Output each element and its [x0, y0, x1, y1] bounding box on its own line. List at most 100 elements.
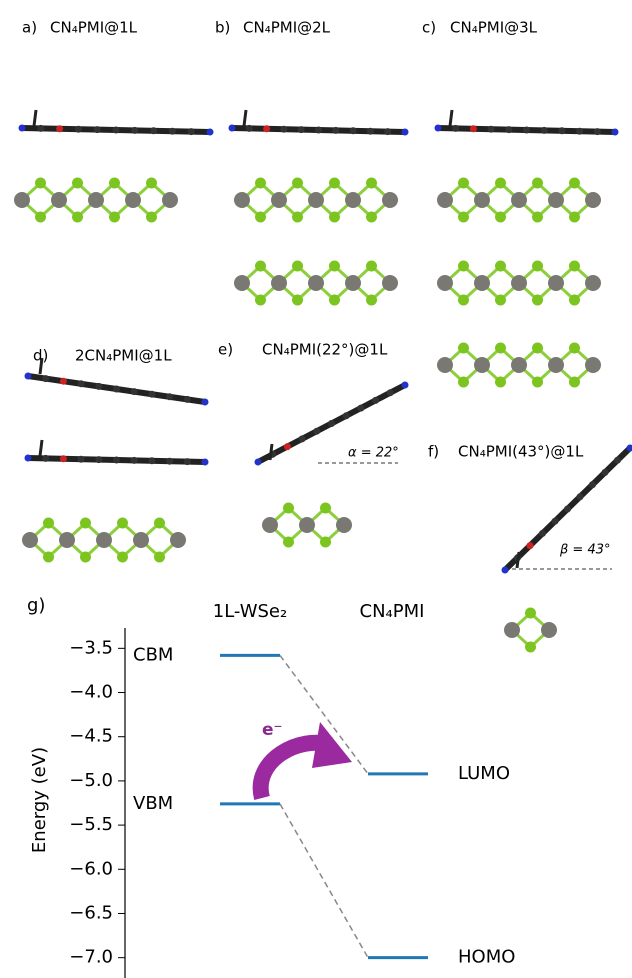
atom [523, 127, 530, 134]
atom [75, 126, 82, 133]
y-tick-label: −6.0 [69, 858, 113, 879]
panel-letter: b) [215, 19, 230, 37]
atom [387, 389, 394, 396]
w-atom [474, 357, 490, 373]
w-atom [474, 275, 490, 291]
level-label: LUMO [458, 763, 510, 784]
se-atom [320, 503, 331, 514]
se-atom [532, 343, 543, 354]
molecule [450, 110, 452, 126]
w-atom [336, 517, 352, 533]
se-atom [569, 343, 580, 354]
se-atom [292, 212, 303, 223]
y-tick-label: −7.0 [69, 947, 113, 968]
atom [148, 457, 155, 464]
se-atom [569, 377, 580, 388]
w-atom [474, 192, 490, 208]
se-atom [43, 552, 54, 563]
w-atom [88, 192, 104, 208]
se-atom [109, 212, 120, 223]
molecule [517, 552, 519, 568]
panel-letter: a) [22, 19, 37, 37]
w-atom [51, 192, 67, 208]
atom [332, 127, 339, 134]
se-atom [329, 295, 340, 306]
w-atom [170, 532, 186, 548]
molecule [34, 110, 36, 126]
column-header: 1L-WSe₂ [213, 601, 287, 622]
atom [56, 125, 63, 132]
w-atom [382, 275, 398, 291]
w-atom [271, 192, 287, 208]
atom [78, 456, 85, 463]
se-atom [532, 261, 543, 272]
atom [367, 128, 374, 135]
atom [488, 126, 495, 133]
se-atom [146, 212, 157, 223]
atom [452, 125, 459, 132]
w-atom [59, 532, 75, 548]
se-atom [292, 295, 303, 306]
se-atom [292, 178, 303, 189]
atom [95, 456, 102, 463]
w-atom [234, 192, 250, 208]
atom [602, 469, 609, 476]
w-atom [511, 357, 527, 373]
se-atom [146, 178, 157, 189]
w-atom [585, 275, 601, 291]
se-atom [329, 212, 340, 223]
w-atom [308, 275, 324, 291]
w-atom [133, 532, 149, 548]
panel-title: 2CN₄PMI@1L [75, 347, 172, 365]
w-atom [162, 192, 178, 208]
y-tick-label: −5.0 [69, 770, 113, 791]
se-atom [72, 212, 83, 223]
molecule [244, 110, 246, 126]
se-atom [458, 295, 469, 306]
atom [60, 455, 67, 462]
atom [131, 388, 138, 395]
se-atom [458, 377, 469, 388]
atom [202, 459, 209, 466]
y-tick-label: −6.5 [69, 902, 113, 923]
atom [505, 126, 512, 133]
w-atom [585, 192, 601, 208]
atom [315, 127, 322, 134]
atom [184, 458, 191, 465]
se-atom [255, 178, 266, 189]
angle-label: α = 22° [348, 446, 399, 461]
se-atom [366, 261, 377, 272]
y-tick-label: −4.0 [69, 682, 113, 703]
atom [576, 128, 583, 135]
se-atom [292, 261, 303, 272]
atom [298, 126, 305, 133]
w-atom [299, 517, 315, 533]
se-atom [569, 261, 580, 272]
atom [255, 459, 262, 466]
figure: a) CN₄PMI@1L b) CN₄PMI@2L c) CN₄PMI@3L d… [0, 0, 632, 978]
atom [207, 129, 214, 136]
atom [372, 397, 379, 404]
molecule [40, 440, 42, 456]
atom [328, 420, 335, 427]
molecule [40, 358, 42, 374]
atom [19, 125, 26, 132]
se-atom [569, 295, 580, 306]
se-atom [458, 178, 469, 189]
se-atom [495, 261, 506, 272]
se-atom [154, 552, 165, 563]
se-atom [366, 178, 377, 189]
w-atom [345, 275, 361, 291]
se-atom [366, 212, 377, 223]
panel-title: CN₄PMI@1L [50, 19, 138, 37]
se-atom [43, 518, 54, 529]
atom [131, 457, 138, 464]
atom [435, 125, 442, 132]
se-atom [458, 261, 469, 272]
atom [539, 530, 546, 537]
atom [113, 386, 120, 393]
w-atom [548, 357, 564, 373]
atom [95, 383, 102, 390]
se-atom [80, 518, 91, 529]
w-atom [234, 275, 250, 291]
